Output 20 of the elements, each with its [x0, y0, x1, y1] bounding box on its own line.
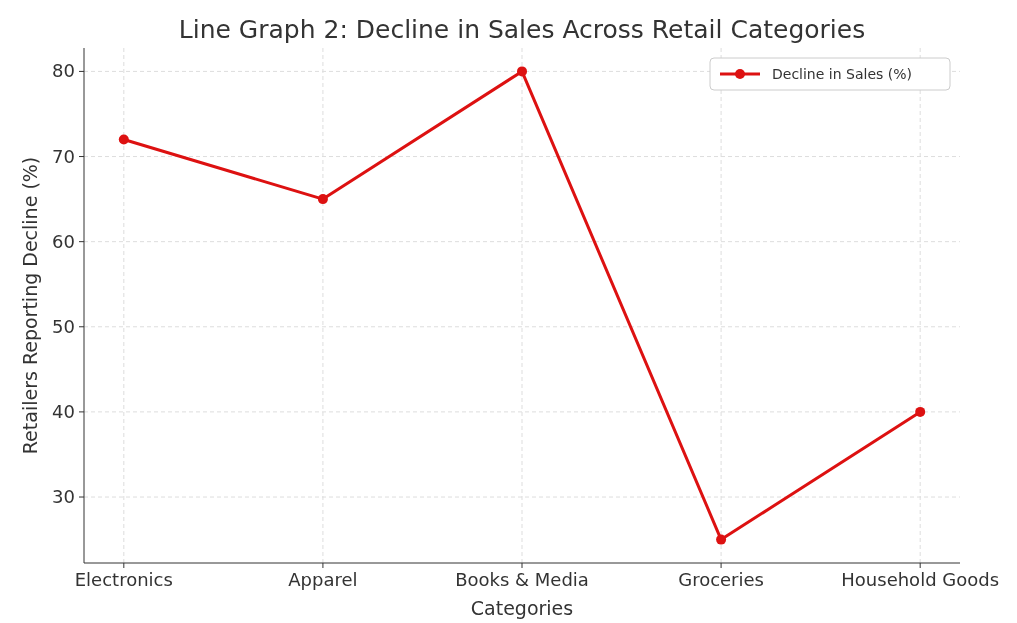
y-tick-label: 50	[52, 315, 75, 337]
point	[517, 66, 527, 77]
y-tick-label: 40	[52, 400, 75, 422]
x-tick-label: Books & Media	[455, 569, 589, 590]
point	[915, 406, 926, 417]
point	[317, 194, 328, 205]
chart-title: Line Graph 2: Decline in Sales Across Retail Categories	[178, 15, 866, 44]
y-tick-label: 60	[52, 230, 75, 252]
x-tick-label: Groceries	[678, 569, 764, 590]
x-tick-label: Household Goods	[841, 569, 1000, 590]
y-tick-label: 70	[52, 145, 75, 167]
point	[716, 534, 727, 545]
point	[118, 134, 129, 145]
y-tick-label: 80	[52, 60, 75, 82]
x-tick-label: Electronics	[74, 569, 173, 590]
legend-label: Decline in Sales (%)	[772, 66, 912, 82]
y-tick-label: 30	[52, 486, 75, 508]
x-tick-label: Apparel	[288, 569, 358, 590]
y-axis-title: Retailers Reporting Decline (%)	[19, 156, 41, 455]
x-axis-title: Categories	[470, 597, 574, 619]
